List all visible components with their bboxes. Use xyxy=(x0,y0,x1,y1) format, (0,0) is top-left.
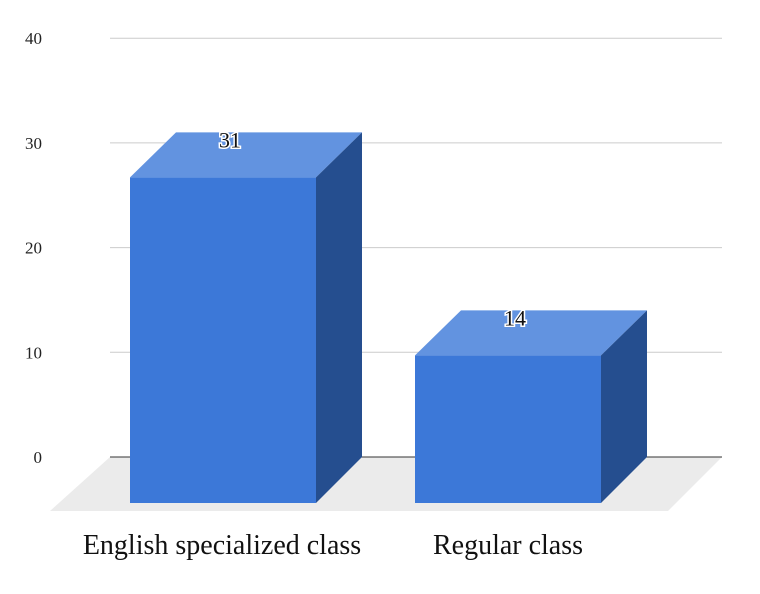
x-category-label: Regular class xyxy=(433,530,583,561)
bar xyxy=(415,355,601,503)
y-tick-label: 20 xyxy=(25,239,42,258)
bar-side xyxy=(316,132,362,503)
data-label: 14 xyxy=(504,305,526,330)
x-category-label: English specialized class xyxy=(83,530,361,561)
data-label: 31 xyxy=(219,127,241,152)
y-tick-label: 40 xyxy=(25,29,42,48)
y-tick-label: 10 xyxy=(25,343,42,362)
bar-top xyxy=(415,310,647,356)
bar xyxy=(130,177,316,503)
bar-top xyxy=(130,132,362,178)
y-tick-label: 30 xyxy=(25,134,42,153)
y-tick-label: 0 xyxy=(34,448,43,467)
bar-side xyxy=(601,310,647,503)
